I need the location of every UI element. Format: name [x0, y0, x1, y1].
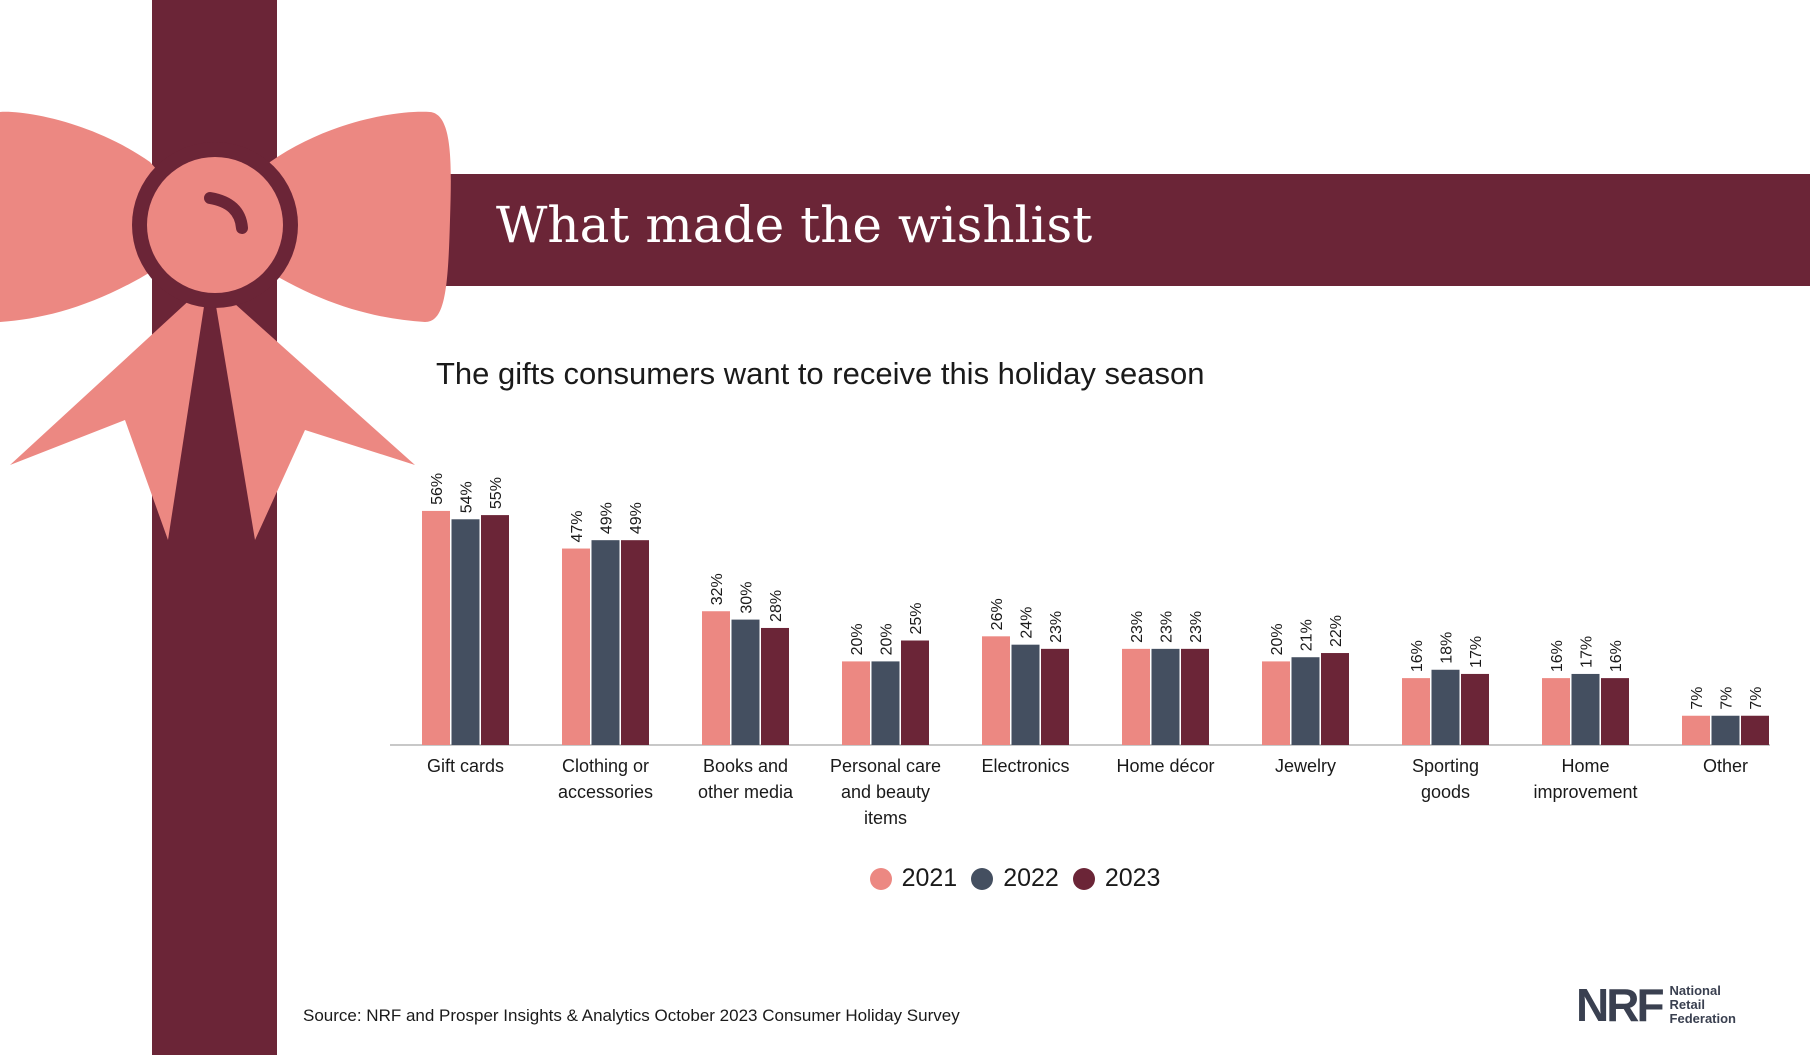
bar-2022	[591, 540, 620, 745]
data-label: 16%	[1549, 640, 1566, 672]
legend-label: 2022	[1003, 864, 1059, 892]
bar-2021	[1542, 678, 1570, 745]
data-label: 16%	[1409, 640, 1426, 672]
category-label: Gift cards	[427, 756, 504, 776]
bar-2023	[1181, 648, 1209, 745]
bar-2022	[1431, 669, 1460, 745]
data-label: 56%	[429, 473, 446, 505]
category-label: other media	[698, 782, 794, 802]
data-label: 17%	[1579, 636, 1596, 668]
legend-item-2022: 2022	[971, 864, 1059, 893]
bar-2021	[422, 510, 450, 745]
data-label: 20%	[849, 623, 866, 655]
bar-2021	[1682, 715, 1710, 745]
category-label: Personal care	[830, 756, 941, 776]
bar-2022	[1151, 648, 1180, 745]
data-label: 21%	[1299, 619, 1316, 651]
legend-dot-icon	[1072, 867, 1095, 890]
bar-2022	[451, 519, 480, 745]
legend-label: 2023	[1104, 864, 1161, 892]
data-label: 32%	[709, 573, 726, 605]
category-label: Home	[1561, 756, 1609, 776]
data-label: 55%	[488, 477, 505, 509]
chart-legend: 2021 2022 2023	[0, 864, 1810, 893]
nrf-logo: NRF National Retail Federation	[1576, 982, 1736, 1028]
data-label: 7%	[1719, 687, 1736, 710]
bar-2022	[871, 661, 900, 745]
bar-2023	[1321, 653, 1349, 745]
data-label: 7%	[1748, 687, 1765, 710]
bar-2022	[731, 619, 760, 745]
category-label: goods	[1421, 782, 1470, 802]
bar-2023	[621, 540, 649, 745]
legend-item-2023: 2023	[1072, 864, 1161, 893]
bar-2021	[1122, 648, 1150, 745]
data-label: 22%	[1328, 615, 1345, 647]
chart-subtitle: The gifts consumers want to receive this…	[436, 356, 1205, 391]
data-label: 23%	[1048, 611, 1065, 643]
legend-label: 2021	[901, 864, 958, 892]
data-label: 16%	[1608, 640, 1625, 672]
data-label: 20%	[1269, 623, 1286, 655]
legend-item-2021: 2021	[869, 864, 958, 893]
bar-2023	[1601, 678, 1629, 745]
data-label: 54%	[459, 481, 476, 513]
logo-line: Federation	[1669, 1011, 1737, 1026]
data-label: 17%	[1468, 636, 1485, 668]
title-banner: What made the wishlist	[440, 174, 1810, 286]
bar-2021	[1402, 678, 1430, 745]
bar-2022	[1711, 715, 1740, 745]
category-label: Jewelry	[1275, 756, 1336, 776]
logo-text: National Retail Federation	[1670, 984, 1736, 1026]
data-label: 49%	[599, 502, 616, 534]
category-label: Books and	[703, 756, 788, 776]
data-label: 24%	[1019, 607, 1036, 639]
bar-2021	[702, 611, 730, 745]
bar-2023	[1741, 715, 1769, 745]
bar-2021	[982, 636, 1010, 745]
data-label: 18%	[1439, 632, 1456, 664]
bar-2023	[761, 627, 789, 745]
legend-dot-icon	[869, 867, 892, 890]
bar-2023	[1041, 648, 1069, 745]
bar-chart: 56% 54% 55% Gift cards 47% 49% 49% Clothing or a…	[390, 473, 1770, 828]
category-label: Other	[1703, 756, 1748, 776]
bar-2022	[1291, 657, 1320, 745]
data-label: 25%	[908, 602, 925, 634]
data-label: 7%	[1689, 687, 1706, 710]
bar-2022	[1011, 644, 1040, 745]
category-label: items	[864, 808, 907, 828]
data-label: 49%	[628, 502, 645, 534]
category-label: Sporting	[1412, 756, 1479, 776]
category-label: and beauty	[841, 782, 930, 802]
logo-mark: NRF	[1576, 979, 1665, 1031]
bar-2021	[1262, 661, 1290, 745]
data-label: 28%	[768, 590, 785, 622]
data-label: 30%	[739, 582, 756, 614]
data-label: 47%	[569, 511, 586, 543]
legend-dot-icon	[971, 867, 994, 890]
logo-line: Retail	[1669, 997, 1705, 1012]
logo-line: National	[1669, 983, 1721, 998]
page-title: What made the wishlist	[496, 196, 1093, 254]
bar-2022	[1571, 673, 1600, 745]
data-label: 26%	[989, 598, 1006, 630]
category-label: accessories	[558, 782, 653, 802]
category-label: Clothing or	[562, 756, 649, 776]
source-note: Source: NRF and Prosper Insights & Analy…	[303, 1006, 960, 1025]
data-label: 23%	[1129, 611, 1146, 643]
data-label: 23%	[1159, 611, 1176, 643]
bar-2023	[481, 515, 509, 745]
gift-bow-icon	[0, 111, 451, 540]
bar-2021	[562, 548, 590, 745]
data-label: 20%	[879, 623, 896, 655]
bar-2023	[1461, 673, 1489, 745]
category-label: Home décor	[1116, 756, 1214, 776]
data-label: 23%	[1188, 611, 1205, 643]
category-label: improvement	[1533, 782, 1637, 802]
bar-2023	[901, 640, 929, 745]
category-label: Electronics	[981, 756, 1069, 776]
bar-2021	[842, 661, 870, 745]
